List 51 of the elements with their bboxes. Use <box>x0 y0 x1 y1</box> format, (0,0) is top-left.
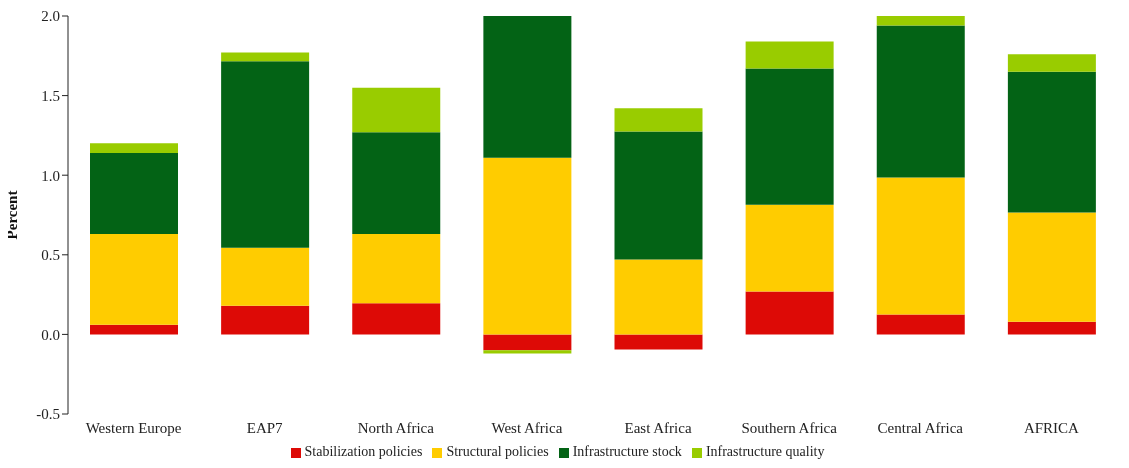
bar <box>221 247 310 306</box>
x-tick-label: Southern Africa <box>741 419 838 436</box>
bar <box>90 152 178 235</box>
bar <box>221 61 310 248</box>
x-tick-label: Western Europe <box>85 419 182 436</box>
bar <box>1007 71 1096 213</box>
y-tick-label: 0.0 <box>41 326 60 343</box>
bar <box>1007 54 1096 72</box>
x-tick-label: East Africa <box>624 419 692 436</box>
bar <box>90 234 178 325</box>
bar <box>352 132 441 235</box>
legend-label: Stabilization policies <box>304 444 423 459</box>
y-tick-label: 0.5 <box>41 247 60 264</box>
y-tick-label: -0.5 <box>36 406 60 423</box>
bar <box>1007 212 1096 322</box>
legend-label: Infrastructure quality <box>705 444 825 459</box>
legend-label: Infrastructure stock <box>572 444 682 459</box>
bar <box>221 305 310 335</box>
legend-label: Structural policies <box>446 444 549 459</box>
bar <box>876 16 965 26</box>
bar <box>352 303 441 335</box>
bar <box>483 350 572 354</box>
bar <box>614 108 703 132</box>
bar <box>352 234 441 304</box>
bar <box>614 131 703 260</box>
bar <box>483 16 572 158</box>
x-tick-label: West Africa <box>491 419 563 436</box>
bar <box>221 52 310 62</box>
bar <box>90 324 178 335</box>
y-tick-label: 1.5 <box>41 87 60 104</box>
bar <box>483 157 572 335</box>
bar <box>614 259 703 335</box>
x-tick-label: Central Africa <box>877 419 964 436</box>
bar <box>745 291 834 335</box>
bar <box>876 25 965 178</box>
bar <box>745 41 834 69</box>
bar <box>745 204 834 292</box>
bar <box>352 87 441 133</box>
bar <box>876 314 965 335</box>
x-tick-label: North Africa <box>357 419 435 436</box>
x-tick-label: AFRICA <box>1023 419 1080 436</box>
y-tick-label: 2.0 <box>41 8 60 25</box>
y-tick-label: 1.0 <box>41 167 60 184</box>
y-axis-title: Percent <box>4 190 21 240</box>
bar <box>745 68 834 205</box>
bar <box>483 334 572 351</box>
x-tick-label: EAP7 <box>246 419 284 436</box>
bar <box>90 143 178 153</box>
bar <box>1007 321 1096 335</box>
bar <box>876 177 965 315</box>
bar <box>614 334 703 350</box>
